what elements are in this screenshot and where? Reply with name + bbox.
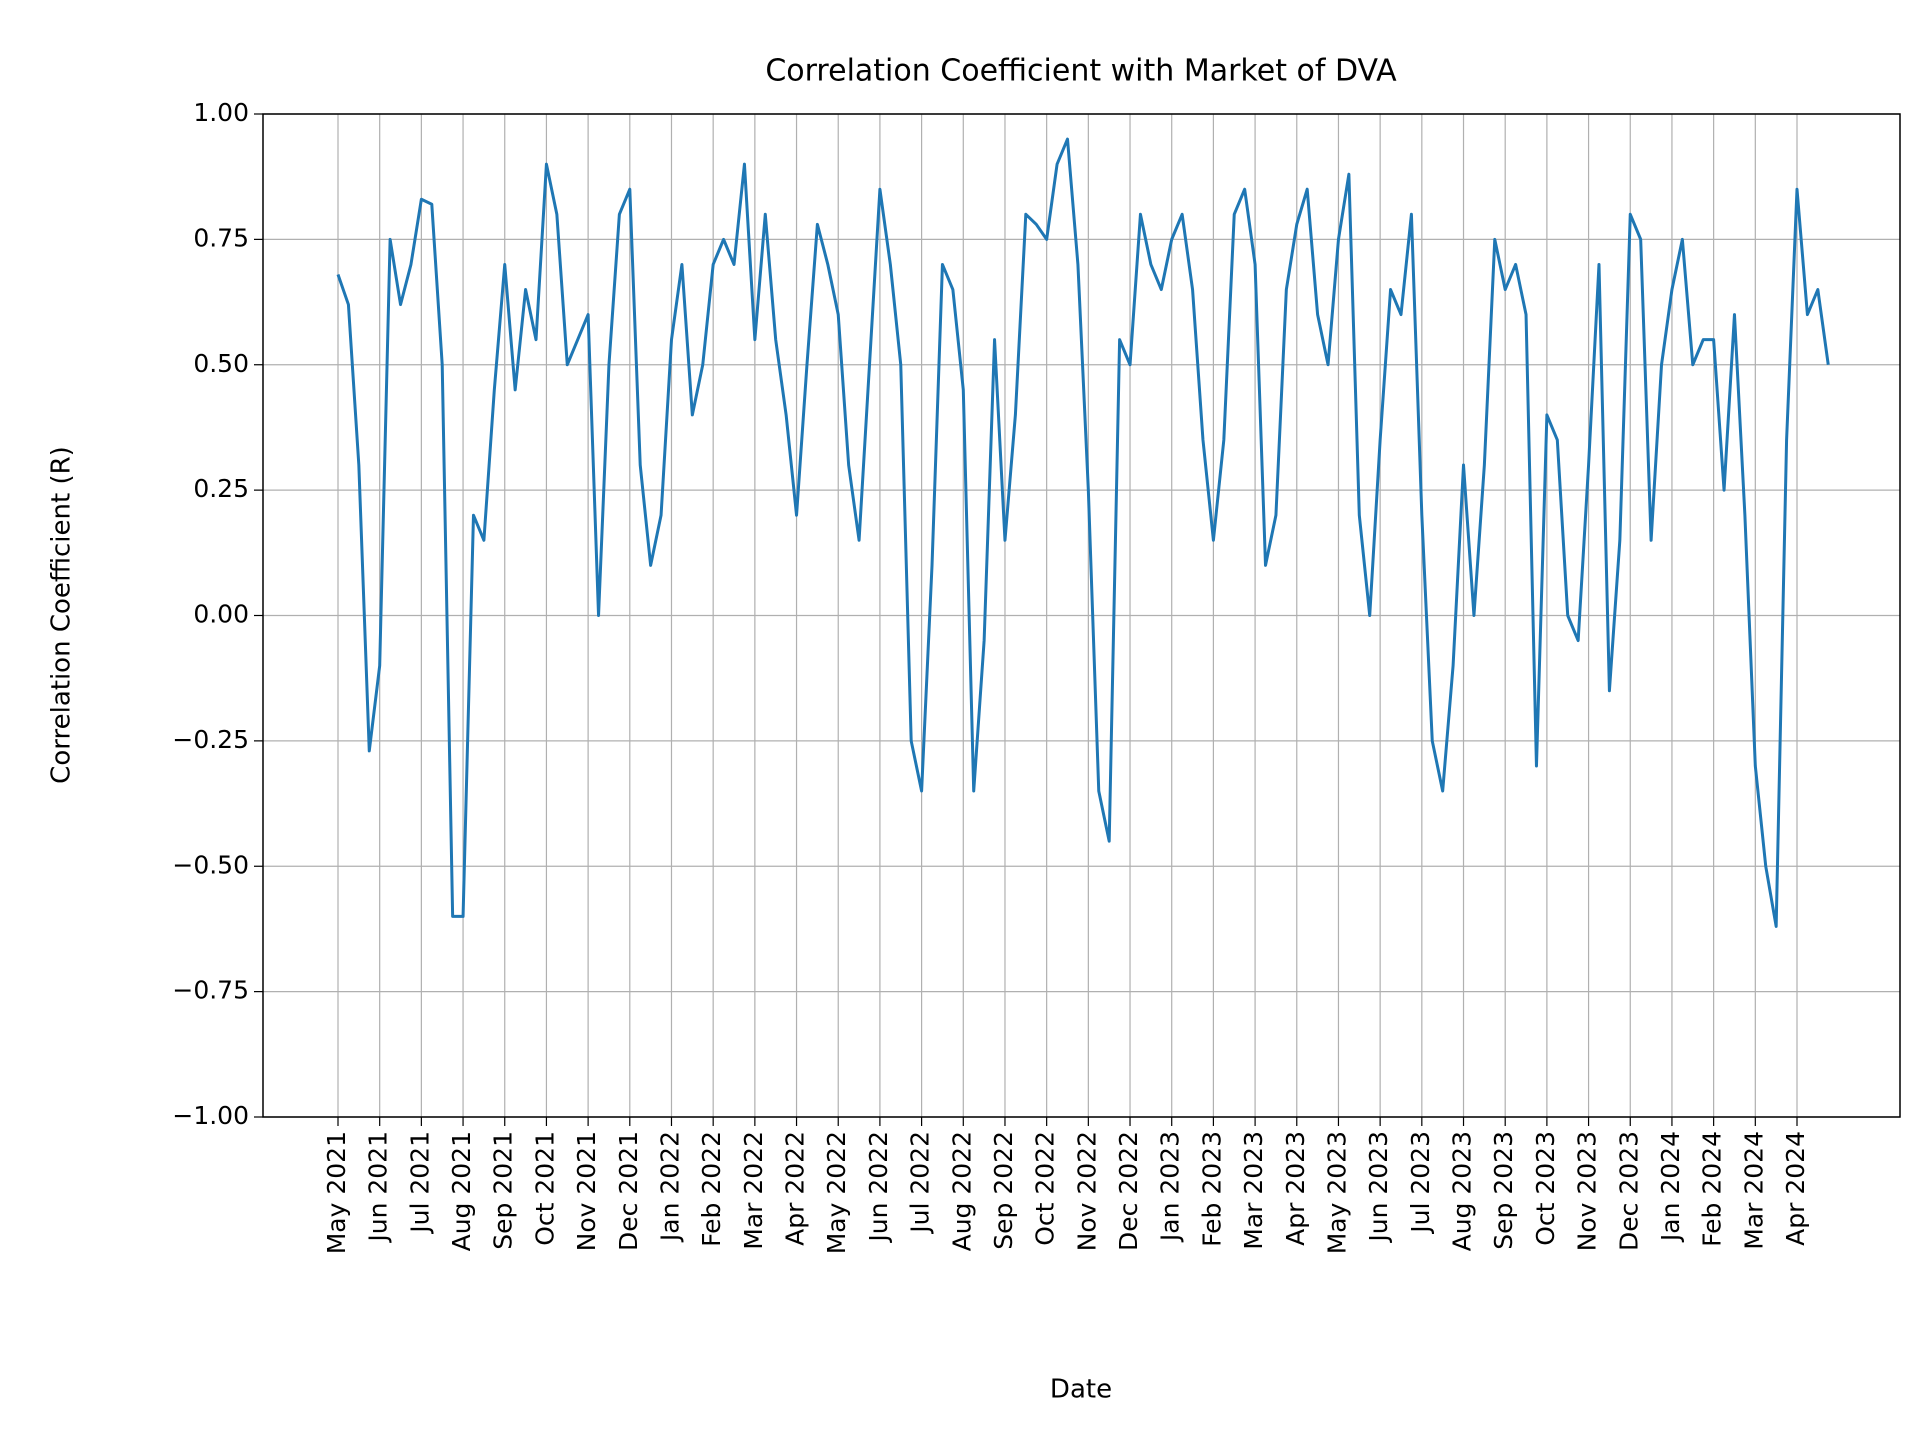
x-tick-label: Dec 2023 <box>1614 1131 1643 1251</box>
x-tick-label: Dec 2021 <box>614 1131 643 1251</box>
y-tick-label: 0.75 <box>193 223 249 252</box>
plot-frame <box>262 113 1901 1118</box>
y-axis-label: Correlation Coefficient (R) <box>47 446 77 784</box>
x-tick-label: Jul 2022 <box>906 1131 935 1235</box>
y-tick-label: 0.25 <box>193 474 249 503</box>
y-tick-label: −1.00 <box>172 1101 249 1130</box>
x-tick-label: Aug 2021 <box>447 1131 476 1251</box>
x-tick-label: Nov 2021 <box>572 1131 601 1251</box>
x-tick-label: Jun 2021 <box>364 1131 393 1244</box>
x-tick-label: Jul 2023 <box>1406 1131 1435 1235</box>
y-tick-label: −0.25 <box>172 725 249 754</box>
x-tick-label: Apr 2023 <box>1281 1131 1310 1246</box>
x-tick-label: May 2022 <box>822 1131 851 1254</box>
x-tick-label: Mar 2024 <box>1739 1131 1768 1250</box>
x-tick-label: Aug 2022 <box>947 1131 976 1251</box>
x-axis-label: Date <box>1050 1375 1112 1405</box>
x-tick-label: Jul 2021 <box>405 1131 434 1235</box>
x-tick-label: Aug 2023 <box>1448 1131 1477 1251</box>
x-tick-label: Sep 2022 <box>989 1131 1018 1250</box>
x-tick-label: Oct 2021 <box>530 1131 559 1246</box>
y-tick-label: 1.00 <box>193 98 249 127</box>
y-tick-label: −0.75 <box>172 976 249 1005</box>
chart-title: Correlation Coefficient with Market of D… <box>765 54 1397 89</box>
x-tick-label: Oct 2022 <box>1031 1131 1060 1246</box>
y-tick-label: 0.50 <box>193 349 249 378</box>
x-tick-label: May 2023 <box>1322 1131 1351 1254</box>
x-tick-label: Oct 2023 <box>1531 1131 1560 1246</box>
x-tick-label: Apr 2022 <box>781 1131 810 1246</box>
x-tick-label: Sep 2021 <box>489 1131 518 1250</box>
x-tick-label: Apr 2024 <box>1781 1131 1810 1246</box>
y-tick-label: −0.50 <box>172 850 249 879</box>
x-tick-label: Mar 2023 <box>1239 1131 1268 1250</box>
x-tick-label: Jan 2022 <box>655 1131 684 1243</box>
x-tick-label: Nov 2023 <box>1573 1131 1602 1251</box>
x-tick-label: Mar 2022 <box>739 1131 768 1250</box>
x-tick-label: Feb 2023 <box>1197 1131 1226 1247</box>
x-tick-label: May 2021 <box>322 1131 351 1254</box>
x-tick-label: Feb 2024 <box>1698 1131 1727 1247</box>
x-tick-label: Feb 2022 <box>697 1131 726 1247</box>
y-tick-label: 0.00 <box>193 600 249 629</box>
data-line <box>336 137 1830 928</box>
x-tick-label: Sep 2023 <box>1489 1131 1518 1250</box>
x-tick-label: Jan 2024 <box>1656 1131 1685 1243</box>
x-tick-label: Dec 2022 <box>1114 1131 1143 1251</box>
x-tick-label: Jun 2023 <box>1364 1131 1393 1244</box>
x-tick-label: Jun 2022 <box>864 1131 893 1244</box>
x-tick-label: Jan 2023 <box>1156 1131 1185 1243</box>
x-tick-label: Nov 2022 <box>1072 1131 1101 1251</box>
